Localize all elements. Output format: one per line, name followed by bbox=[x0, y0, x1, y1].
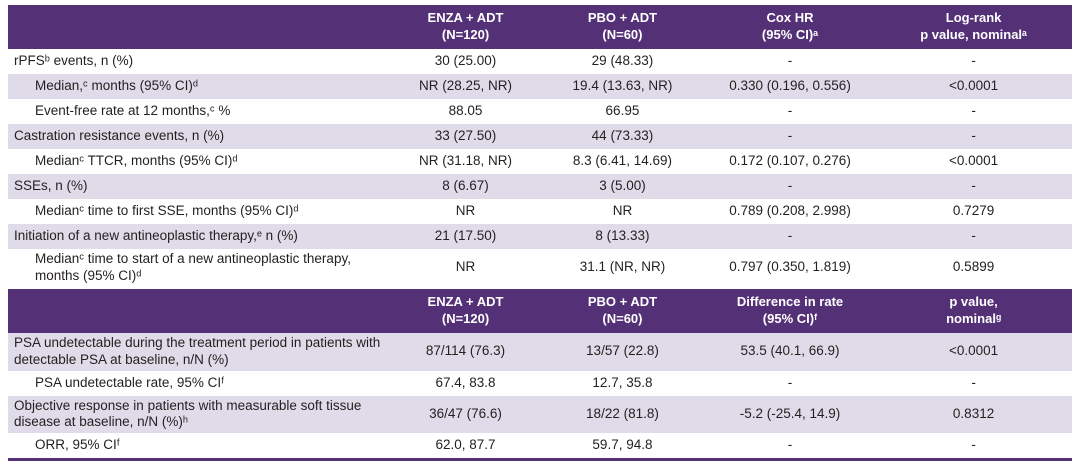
header-label-spacer bbox=[8, 5, 392, 49]
cell-value: 3 (5.00) bbox=[599, 178, 646, 194]
header-enza-adt: ENZA + ADT (N=120) bbox=[391, 5, 540, 49]
cell-value: - bbox=[787, 128, 793, 144]
row-label: Objective response in patients with meas… bbox=[14, 397, 362, 430]
header-enza-adt: ENZA + ADT (N=120) bbox=[391, 288, 540, 333]
table2-header: ENZA + ADT (N=120) PBO + ADT (N=60) Diff… bbox=[8, 288, 1072, 333]
row-label: PSA undetectable rate, 95% CIᶠ bbox=[35, 374, 225, 390]
cell-value: 44 (73.33) bbox=[591, 128, 654, 144]
table1-body: rPFSᵇ events, n (%) 30 (25.00) 29 (48.33) -… bbox=[8, 49, 1072, 287]
row-label: ORR, 95% CIᶠ bbox=[35, 437, 120, 453]
cell-value: 59.7, 94.8 bbox=[592, 437, 653, 453]
cell-value: 13/57 (22.8) bbox=[586, 343, 659, 359]
table-row: SSEs, n (%) 8 (6.67) 3 (5.00) - - bbox=[8, 174, 1072, 199]
cell-value: 8.3 (6.41, 14.69) bbox=[572, 153, 672, 169]
cell-value: NR (28.25, NR) bbox=[419, 78, 513, 94]
cell-value: 36/47 (76.6) bbox=[429, 405, 502, 421]
header-pvalue-nominal: p value, nominalᵍ bbox=[875, 288, 1072, 333]
table-row: PSA undetectable rate, 95% CIᶠ 67.4, 83.8… bbox=[8, 371, 1072, 396]
row-label: Median,ᶜ months (95% CI)ᵈ bbox=[35, 78, 198, 94]
row-label: Medianᶜ time to start of a new antineopl… bbox=[35, 251, 351, 283]
table2-body: PSA undetectable during the treatment pe… bbox=[8, 332, 1072, 460]
cell-value: 0.5899 bbox=[952, 259, 995, 275]
row-label: SSEs, n (%) bbox=[14, 178, 88, 194]
efficacy-table-time-to-event: ENZA + ADT (N=120) PBO + ADT (N=60) Cox … bbox=[8, 5, 1072, 287]
row-label: Medianᶜ TTCR, months (95% CI)ᵈ bbox=[35, 153, 238, 169]
table-row: Castration resistance events, n (%) 33 (2… bbox=[8, 124, 1072, 149]
row-label: Initiation of a new antineoplastic thera… bbox=[14, 228, 298, 244]
table-row: Median,ᶜ months (95% CI)ᵈ NR (28.25, NR) 1… bbox=[8, 74, 1072, 99]
cell-value: 18/22 (81.8) bbox=[586, 405, 659, 421]
table-row: Medianᶜ TTCR, months (95% CI)ᵈ NR (31.18,… bbox=[8, 149, 1072, 174]
cell-value: - bbox=[787, 437, 793, 453]
cell-value: 8 (6.67) bbox=[442, 178, 489, 194]
row-label: rPFSᵇ events, n (%) bbox=[14, 53, 134, 69]
row-label: Castration resistance events, n (%) bbox=[14, 128, 225, 144]
cell-value: - bbox=[971, 128, 976, 144]
cell-value: - bbox=[971, 228, 976, 244]
table1-header: ENZA + ADT (N=120) PBO + ADT (N=60) Cox … bbox=[8, 5, 1072, 49]
table-row: Medianᶜ time to first SSE, months (95% C… bbox=[8, 199, 1072, 224]
cell-value: - bbox=[971, 103, 976, 119]
table-row: Objective response in patients with meas… bbox=[8, 395, 1072, 434]
cell-value: <0.0001 bbox=[948, 343, 999, 359]
cell-value: 8 (13.33) bbox=[595, 228, 650, 244]
cell-value: <0.0001 bbox=[948, 78, 999, 94]
cell-value: 66.95 bbox=[605, 103, 640, 119]
cell-value: 62.0, 87.7 bbox=[435, 437, 496, 453]
cell-value: - bbox=[787, 53, 793, 69]
cell-value: 88.05 bbox=[448, 103, 483, 119]
cell-value: 31.1 (NR, NR) bbox=[579, 259, 666, 275]
cell-value: NR bbox=[455, 259, 476, 275]
table2-header-row: ENZA + ADT (N=120) PBO + ADT (N=60) Diff… bbox=[8, 288, 1072, 333]
cell-value: - bbox=[787, 178, 793, 194]
cell-value: 53.5 (40.1, 66.9) bbox=[740, 343, 840, 359]
cell-value: 87/114 (76.3) bbox=[425, 343, 506, 359]
header-pbo-adt: PBO + ADT (N=60) bbox=[540, 5, 705, 49]
cell-value: 30 (25.00) bbox=[434, 53, 497, 69]
table-row: PSA undetectable during the treatment pe… bbox=[8, 332, 1072, 371]
cell-value: NR bbox=[612, 203, 633, 219]
cell-value: - bbox=[787, 228, 793, 244]
cell-value: - bbox=[787, 374, 793, 390]
row-label: Medianᶜ time to first SSE, months (95% C… bbox=[35, 203, 299, 219]
table-row: Medianᶜ time to start of a new antineopl… bbox=[8, 249, 1072, 287]
table-row: rPFSᵇ events, n (%) 30 (25.00) 29 (48.33) -… bbox=[8, 49, 1072, 74]
cell-value: <0.0001 bbox=[948, 153, 999, 169]
cell-value: -5.2 (-25.4, 14.9) bbox=[739, 405, 841, 421]
cell-value: 0.789 (0.208, 2.998) bbox=[729, 203, 851, 219]
cell-value: - bbox=[971, 374, 976, 390]
cell-value: 33 (27.50) bbox=[434, 128, 497, 144]
header-logrank-pvalue: Log-rank p value, nominalᵃ bbox=[875, 5, 1072, 49]
efficacy-table-response-rates: ENZA + ADT (N=120) PBO + ADT (N=60) Diff… bbox=[8, 288, 1072, 461]
cell-value: 29 (48.33) bbox=[591, 53, 654, 69]
table-row: Initiation of a new antineoplastic thera… bbox=[8, 224, 1072, 249]
row-label: Event-free rate at 12 months,ᶜ % bbox=[35, 103, 231, 119]
cell-value: 0.330 (0.196, 0.556) bbox=[729, 78, 851, 94]
cell-value: 0.172 (0.107, 0.276) bbox=[729, 153, 851, 169]
header-label-spacer bbox=[8, 288, 392, 333]
cell-value: 19.4 (13.63, NR) bbox=[572, 78, 673, 94]
cell-value: - bbox=[971, 53, 976, 69]
cell-value: 0.797 (0.350, 1.819) bbox=[729, 259, 851, 275]
cell-value: - bbox=[971, 178, 976, 194]
header-cox-hr: Cox HR (95% CI)ᵃ bbox=[704, 5, 876, 49]
cell-value: 0.7279 bbox=[952, 203, 995, 219]
cell-value: - bbox=[787, 103, 793, 119]
cell-value: NR bbox=[455, 203, 476, 219]
cell-value: 21 (17.50) bbox=[434, 228, 497, 244]
row-label: PSA undetectable during the treatment pe… bbox=[14, 334, 381, 367]
cell-value: 0.8312 bbox=[952, 405, 995, 421]
table-row: ORR, 95% CIᶠ 62.0, 87.7 59.7, 94.8 - - bbox=[8, 433, 1072, 460]
header-pbo-adt: PBO + ADT (N=60) bbox=[540, 288, 705, 333]
header-difference-in-rate: Difference in rate (95% CI)ᶠ bbox=[704, 288, 876, 333]
cell-value: 67.4, 83.8 bbox=[435, 374, 496, 390]
cell-value: - bbox=[971, 437, 976, 453]
cell-value: 12.7, 35.8 bbox=[592, 374, 653, 390]
cell-value: NR (31.18, NR) bbox=[419, 153, 513, 169]
table-row: Event-free rate at 12 months,ᶜ % 88.05 66.… bbox=[8, 99, 1072, 124]
table1-header-row: ENZA + ADT (N=120) PBO + ADT (N=60) Cox … bbox=[8, 5, 1072, 49]
